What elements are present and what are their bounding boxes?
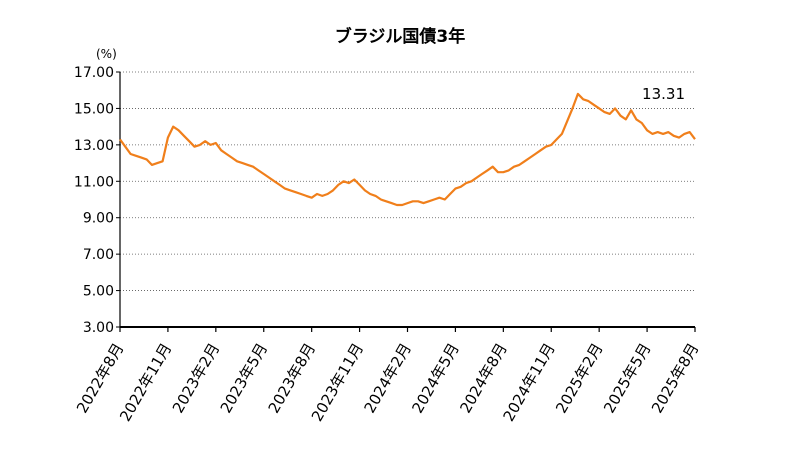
x-tick-label: 2023年8月: [265, 340, 319, 416]
x-tick-label: 2024年8月: [456, 340, 510, 416]
y-tick-label: 11.00: [74, 174, 114, 190]
y-tick-label: 3.00: [83, 320, 114, 336]
y-tick-label: 13.00: [74, 138, 114, 154]
y-tick-label: 15.00: [74, 101, 114, 117]
x-tick-label: 2025年8月: [648, 340, 702, 416]
chart-title: ブラジル国債3年: [335, 26, 466, 47]
x-tick-label: 2023年2月: [169, 340, 223, 416]
line-series: [119, 92, 696, 207]
value-label: 13.31: [642, 85, 685, 103]
x-tick-label: 2023年5月: [217, 340, 271, 416]
y-tick-label: 9.00: [83, 211, 114, 227]
x-tick-label: 2022年8月: [73, 340, 127, 416]
x-tick-label: 2024年2月: [361, 340, 415, 416]
x-tick-label: 2025年2月: [552, 340, 606, 416]
y-tick-label: 7.00: [83, 247, 114, 263]
x-tick-label: 2025年5月: [600, 340, 654, 416]
y-unit: (%): [96, 47, 117, 61]
x-tick-label: 2024年5月: [408, 340, 462, 416]
y-tick-label: 5.00: [83, 284, 114, 300]
y-tick-label: 17.00: [74, 65, 114, 81]
